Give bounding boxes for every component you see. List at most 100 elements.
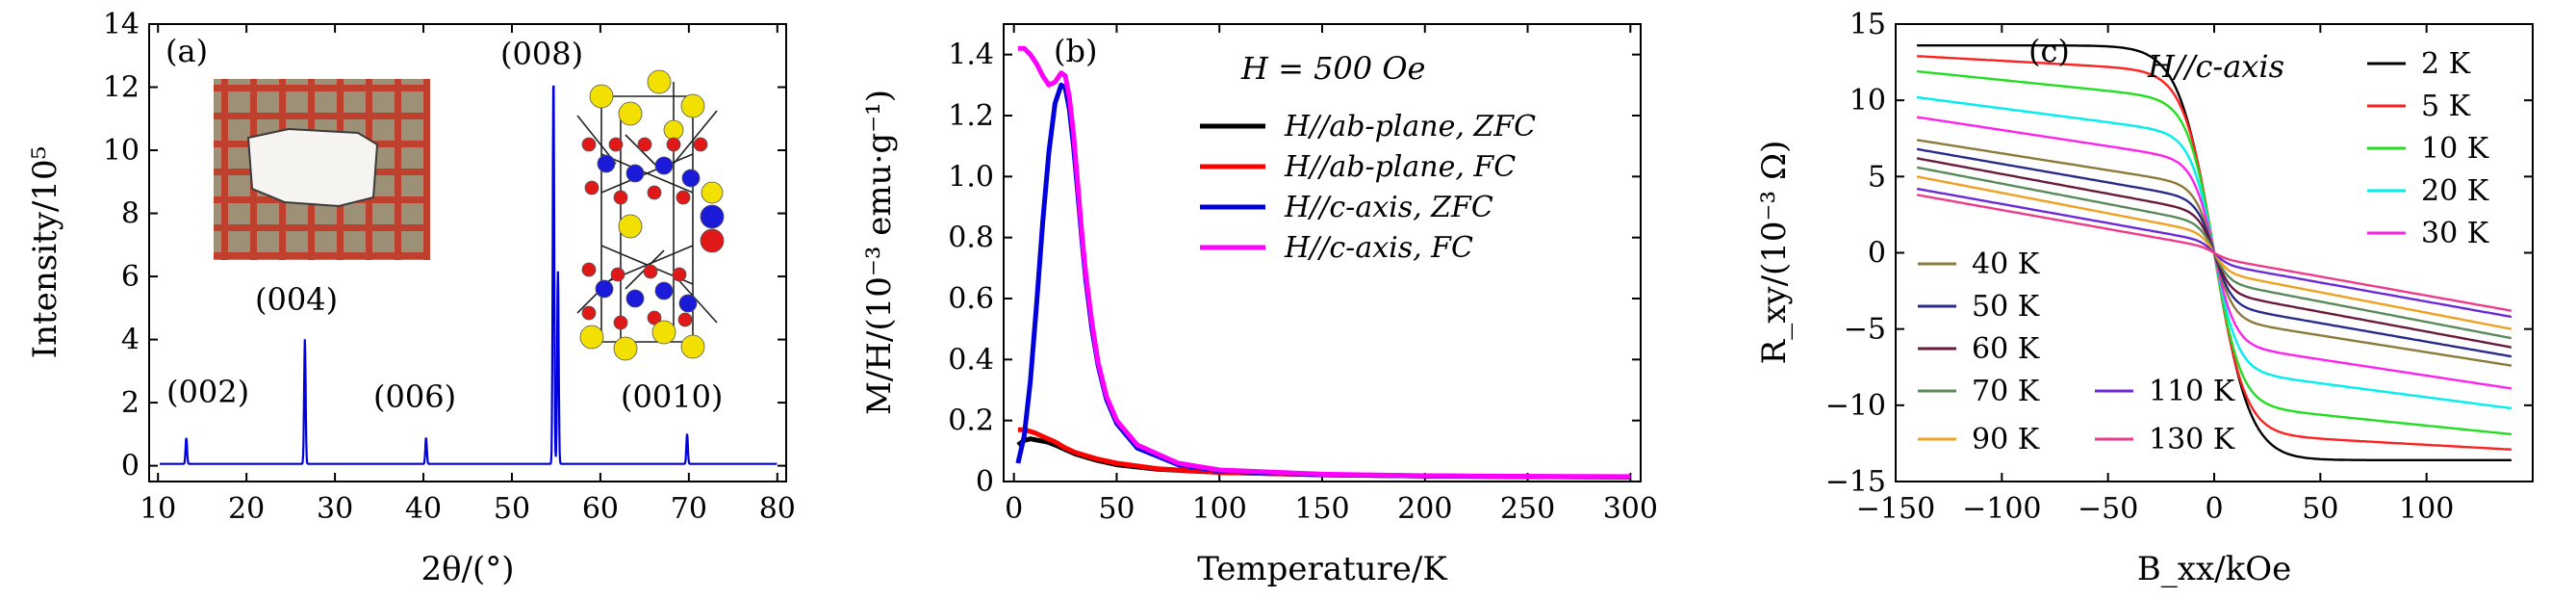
- structure-atom: [700, 204, 725, 229]
- structure-atom: [643, 264, 658, 279]
- panel-a-x-tick-label: 20: [228, 492, 265, 526]
- crystal-photo-inset: [214, 79, 430, 260]
- panel-a-y-tick-label: 8: [121, 197, 140, 231]
- panel-b-y-tick-label: 1.2: [948, 99, 994, 133]
- field-annotation: H = 500 Oe: [1240, 50, 1425, 87]
- peak-label-008: (008): [500, 36, 583, 72]
- panel-b-label: (b): [1054, 33, 1097, 69]
- structure-bond: [576, 273, 617, 314]
- peak-label-006: (006): [373, 378, 456, 415]
- structure-atom: [663, 119, 684, 141]
- legend-label-8: 70 K: [1972, 375, 2040, 408]
- structure-bond: [600, 153, 694, 194]
- panel-a-y-tick-label: 2: [121, 386, 140, 420]
- panel-a-y-label: Intensity/10⁵: [26, 146, 64, 359]
- panel-c-x-tick-label: 50: [2302, 492, 2338, 526]
- structure-atom: [651, 320, 676, 345]
- rxy-series-line-11: [1916, 194, 2512, 312]
- legend-label-2: 10 K: [2421, 132, 2489, 166]
- panel-a-x-tick-label: 10: [140, 492, 176, 526]
- legend-label-3: H//c-axis, FC: [1284, 231, 1473, 265]
- crystal-sample: [246, 127, 379, 208]
- structure-atom: [700, 228, 725, 253]
- structure-atom: [647, 69, 672, 94]
- series-line-1: [1017, 427, 1631, 480]
- panel-c-y-tick-label: −5: [1844, 313, 1886, 347]
- structure-atom: [672, 267, 687, 282]
- panel-b-x-tick-label: 200: [1397, 492, 1452, 526]
- panel-b-plot-area: 0 50 100 150 200 250 300 0 0.2 0.4 0.6 0.8 1.0 1.2 1.4: [948, 24, 1658, 526]
- legend-label-1: H//ab-plane, FC: [1284, 150, 1516, 184]
- structure-atom: [618, 214, 643, 239]
- panel-c-y-label: R_xy/(10⁻³ Ω): [1755, 141, 1794, 365]
- panel-c-frame: [1895, 23, 2534, 482]
- panel-b-x-tick-label: 150: [1294, 492, 1349, 526]
- structure-atom: [680, 93, 705, 118]
- crystal-structure-inset: [576, 69, 725, 361]
- structure-atom: [637, 137, 652, 152]
- structure-atom: [701, 181, 724, 204]
- structure-atom: [589, 84, 614, 109]
- panel-b-x-tick-label: 300: [1603, 492, 1658, 526]
- legend-label-3: 20 K: [2421, 174, 2489, 208]
- legend-label-10: 110 K: [2149, 375, 2235, 408]
- structure-atom: [666, 137, 681, 152]
- panel-a-x-tick-label: 30: [317, 492, 353, 526]
- panel-a-x-tick-label: 80: [759, 492, 796, 526]
- legend-label-2: H//c-axis, ZFC: [1284, 191, 1493, 224]
- legend-label-6: 50 K: [1972, 290, 2040, 324]
- panel-a-y-tick-label: 6: [121, 260, 140, 294]
- panel-b-y-label: M/H/(10⁻³ emu·g⁻¹): [860, 90, 899, 415]
- legend-label-7: 60 K: [1972, 332, 2040, 366]
- panel-b-y-tick-label: 1.4: [948, 39, 994, 72]
- panel-b-x-tick-label: 0: [1005, 492, 1023, 526]
- panel-b-y-tick-label: 1.0: [948, 160, 994, 194]
- structure-atom: [678, 294, 698, 313]
- structure-atom: [676, 190, 691, 205]
- series-line-2: [1015, 82, 1631, 480]
- panel-b-y-tick-label: 0.6: [948, 282, 994, 316]
- panel-a-x-tick-label: 40: [405, 492, 442, 526]
- structure-atom: [581, 262, 597, 277]
- structure-atom: [647, 310, 662, 326]
- structure-atom: [613, 190, 628, 205]
- panel-c-y-tick-label: 5: [1868, 160, 1886, 194]
- panel-b-y-tick-label: 0.4: [948, 343, 994, 377]
- xrd-pattern-line: [160, 85, 778, 465]
- structure-atom: [581, 137, 597, 152]
- structure-atom: [581, 305, 597, 321]
- peak-label-0010: (0010): [621, 378, 723, 415]
- structure-atom: [595, 279, 614, 299]
- panel-a-x-label: 2θ/(°): [421, 550, 514, 588]
- grid-line-horizontal: [214, 224, 429, 231]
- panel-c-x-label: B_xx/kOe: [2137, 550, 2291, 588]
- legend-label-1: 5 K: [2421, 90, 2471, 123]
- panel-a-plot-area: 10 20 30 40 50 60 70 80 0 2 4 6 8 10 12 14: [103, 8, 796, 526]
- panel-a-x-tick-label: 70: [671, 492, 707, 526]
- peak-label-002: (002): [166, 374, 249, 410]
- panel-a-y-tick-label: 0: [121, 450, 140, 483]
- panel-a-y-tick-label: 14: [103, 8, 140, 41]
- structure-bond: [673, 110, 718, 165]
- structure-atom: [693, 137, 708, 152]
- structure-atom: [677, 312, 693, 327]
- panel-c-x-tick-label: −150: [1856, 492, 1935, 526]
- panel-c-x-tick-label: −50: [2078, 492, 2138, 526]
- legend-label-5: 40 K: [1972, 247, 2040, 281]
- panel-a-y-tick-label: 4: [121, 324, 140, 357]
- panel-b-x-label: Temperature/K: [1197, 550, 1447, 588]
- series-line-0: [1016, 436, 1631, 480]
- panel-c-x-tick-label: −100: [1962, 492, 2041, 526]
- panel-a-x-tick-label: 50: [494, 492, 530, 526]
- legend-label-0: H//ab-plane, ZFC: [1284, 110, 1536, 143]
- panel-a-x-tick-label: 60: [582, 492, 619, 526]
- grid-line-horizontal: [214, 252, 429, 259]
- structure-atom: [584, 180, 599, 195]
- panel-b-x-tick-label: 50: [1098, 492, 1135, 526]
- structure-atom: [610, 267, 625, 282]
- panel-c-x-tick-label: 0: [2205, 492, 2223, 526]
- panel-b: 0 50 100 150 200 250 300 0 0.2 0.4 0.6 0.8 1.0 1.2 1.4…: [860, 23, 1658, 588]
